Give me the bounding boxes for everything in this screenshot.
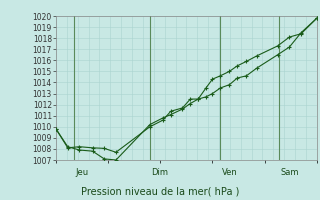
Text: Jeu: Jeu bbox=[76, 168, 89, 177]
Text: Ven: Ven bbox=[222, 168, 238, 177]
Text: Sam: Sam bbox=[281, 168, 299, 177]
Text: Pression niveau de la mer( hPa ): Pression niveau de la mer( hPa ) bbox=[81, 186, 239, 196]
Text: Dim: Dim bbox=[151, 168, 169, 177]
